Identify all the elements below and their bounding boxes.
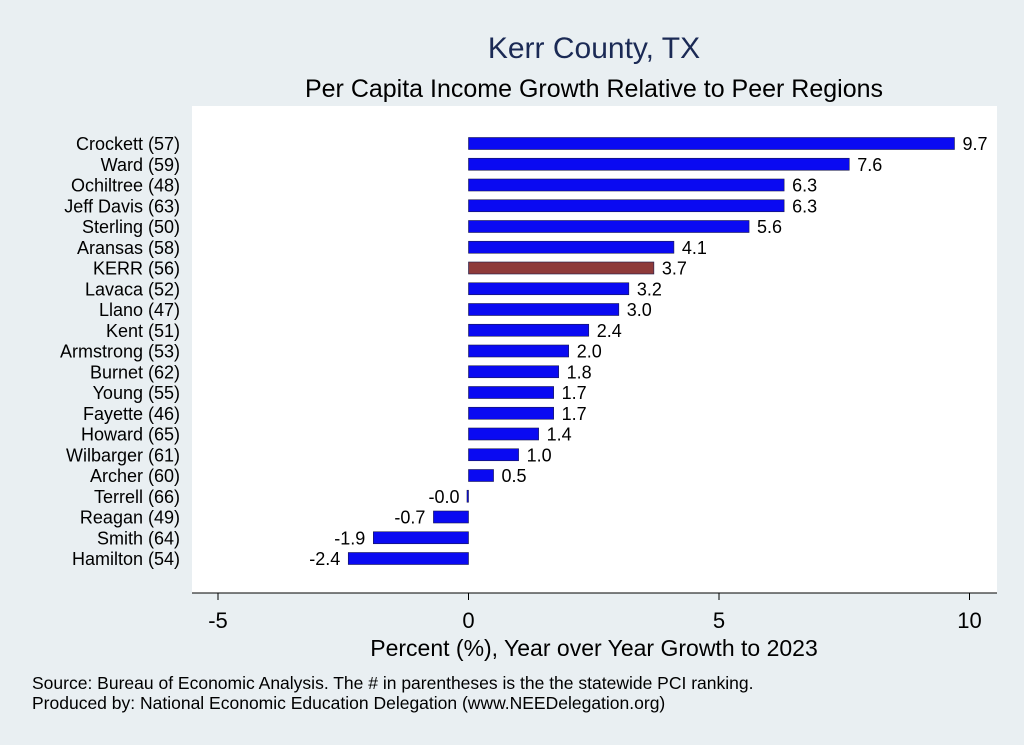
category-label-burnet: Burnet (62): [90, 362, 180, 382]
bar-crockett: [468, 137, 955, 150]
value-label-reagan: -0.7: [394, 508, 425, 528]
bar-kerr: [468, 261, 655, 275]
x-tick-label-5: 5: [713, 608, 725, 633]
x-tick-label-10: 10: [957, 608, 981, 633]
category-label-reagan: Reagan (49): [80, 508, 180, 528]
value-label-wilbarger: 1.0: [527, 445, 552, 465]
bar-reagan: [433, 510, 469, 524]
value-label-terrell: -0.0: [428, 487, 459, 507]
bar-llano: [468, 303, 620, 316]
bar-young: [468, 386, 554, 399]
x-axis-title: Percent (%), Year over Year Growth to 20…: [370, 635, 818, 661]
bar-aransas: [468, 240, 675, 254]
value-label-smith: -1.9: [334, 528, 365, 548]
value-labels: 9.77.66.36.35.64.13.73.23.02.42.01.81.71…: [309, 134, 987, 569]
value-label-kent: 2.4: [597, 321, 622, 341]
value-label-llano: 3.0: [627, 300, 652, 320]
bar-hamilton: [347, 552, 469, 565]
value-label-hamilton: -2.4: [309, 549, 340, 569]
source-note: Source: Bureau of Economic Analysis. The…: [32, 673, 754, 693]
category-label-kent: Kent (51): [106, 321, 180, 341]
bar-fayette: [468, 406, 554, 420]
category-label-armstrong: Armstrong (53): [60, 342, 180, 362]
value-label-aransas: 4.1: [682, 238, 707, 258]
bar-jeff-davis: [468, 199, 785, 213]
bar-wilbarger: [468, 448, 519, 462]
category-label-aransas: Aransas (58): [77, 238, 180, 258]
x-tick-label-neg5: -5: [208, 608, 228, 633]
category-label-smith: Smith (64): [97, 528, 180, 548]
value-label-ochiltree: 6.3: [792, 176, 817, 196]
category-label-ward: Ward (59): [101, 155, 180, 175]
bar-howard: [468, 427, 539, 441]
bar-terrell: [466, 489, 469, 503]
category-label-sterling: Sterling (50): [82, 217, 180, 237]
value-label-fayette: 1.7: [562, 404, 587, 424]
chart-subtitle: Per Capita Income Growth Relative to Pee…: [305, 75, 883, 103]
value-label-armstrong: 2.0: [577, 342, 602, 362]
produced-by-note: Produced by: National Economic Education…: [32, 693, 666, 713]
bars-group: [347, 137, 955, 565]
bar-ochiltree: [468, 178, 785, 192]
value-label-archer: 0.5: [502, 466, 527, 486]
bar-lavaca: [468, 282, 630, 296]
category-label-ochiltree: Ochiltree (48): [71, 176, 180, 196]
category-label-lavaca: Lavaca (52): [85, 279, 180, 299]
value-label-jeff-davis: 6.3: [792, 196, 817, 216]
bar-sterling: [468, 220, 750, 233]
category-label-jeff-davis: Jeff Davis (63): [64, 196, 180, 216]
category-label-wilbarger: Wilbarger (61): [66, 445, 180, 465]
value-label-kerr: 3.7: [662, 259, 687, 279]
category-label-howard: Howard (65): [81, 425, 180, 445]
category-labels: Crockett (57)Ward (59)Ochiltree (48)Jeff…: [60, 134, 180, 569]
value-label-crockett: 9.7: [962, 134, 987, 154]
value-label-ward: 7.6: [857, 155, 882, 175]
bar-burnet: [468, 365, 559, 379]
category-label-archer: Archer (60): [90, 466, 180, 486]
bar-ward: [468, 157, 850, 171]
bar-archer: [468, 469, 494, 482]
bar-armstrong: [468, 344, 569, 358]
chart-title: Kerr County, TX: [488, 32, 700, 65]
x-tick-label-0: 0: [462, 608, 474, 633]
category-label-terrell: Terrell (66): [94, 487, 180, 507]
category-label-crockett: Crockett (57): [76, 134, 180, 154]
value-label-lavaca: 3.2: [637, 279, 662, 299]
value-label-sterling: 5.6: [757, 217, 782, 237]
value-label-howard: 1.4: [547, 425, 572, 445]
category-label-fayette: Fayette (46): [83, 404, 180, 424]
category-label-hamilton: Hamilton (54): [72, 549, 180, 569]
x-axis-ticks: -5 0 5 10: [208, 593, 982, 633]
category-label-kerr: KERR (56): [93, 259, 180, 279]
category-label-young: Young (55): [93, 383, 180, 403]
bar-kent: [468, 323, 590, 337]
value-label-young: 1.7: [562, 383, 587, 403]
bar-smith: [373, 531, 469, 545]
category-label-llano: Llano (47): [99, 300, 180, 320]
value-label-burnet: 1.8: [567, 362, 592, 382]
